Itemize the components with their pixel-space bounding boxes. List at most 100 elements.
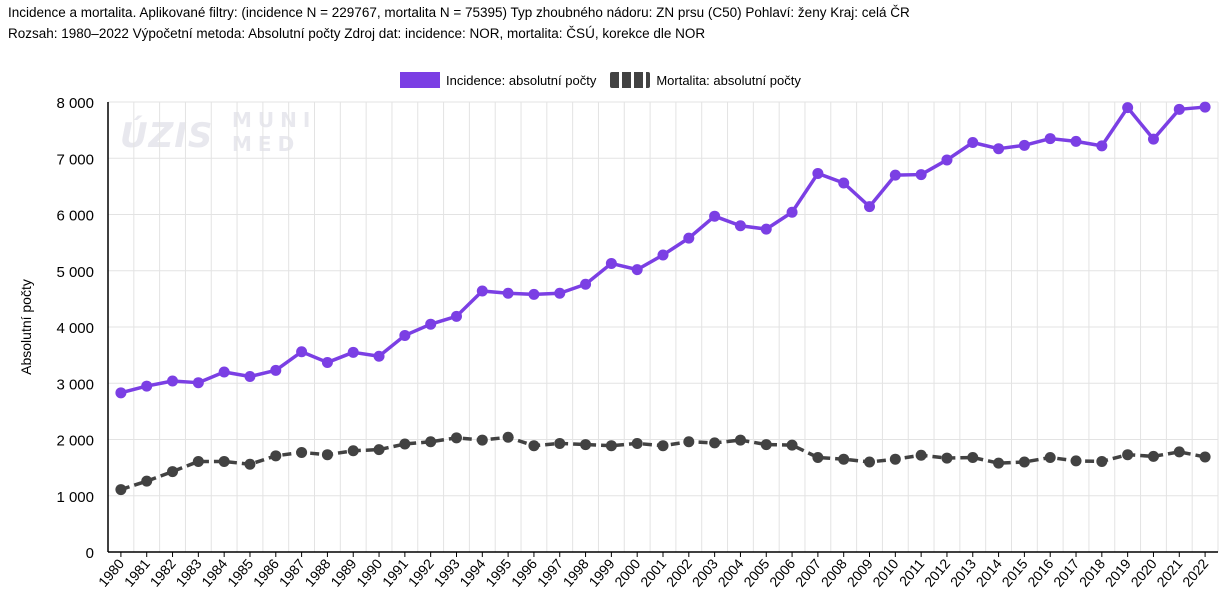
x-tick-label: 1987 <box>276 555 308 589</box>
data-point-mortality <box>993 457 1005 469</box>
data-point-incidence <box>373 350 385 362</box>
data-point-incidence <box>1096 140 1108 152</box>
x-tick-label: 1986 <box>250 555 282 589</box>
data-point-mortality <box>709 437 721 449</box>
data-point-mortality <box>554 437 566 449</box>
data-point-incidence <box>528 288 540 300</box>
data-point-incidence <box>838 177 850 189</box>
legend-item-incidence[interactable]: Incidence: absolutní počty <box>400 72 596 88</box>
y-tick-label: 2 000 <box>56 433 94 450</box>
data-point-mortality <box>786 439 798 451</box>
x-tick-label: 2014 <box>973 555 1005 589</box>
data-point-incidence <box>502 287 514 299</box>
data-point-mortality <box>321 449 333 461</box>
chart-header: Incidence a mortalita. Aplikované filtry… <box>8 2 910 44</box>
data-point-incidence <box>244 371 256 382</box>
data-point-incidence <box>786 206 798 218</box>
data-point-incidence <box>115 387 127 399</box>
data-point-mortality <box>760 439 772 451</box>
data-point-mortality <box>373 444 385 456</box>
data-point-incidence <box>218 366 230 378</box>
x-tick-label: 2019 <box>1102 555 1134 589</box>
x-tick-label: 2000 <box>611 555 643 589</box>
data-point-incidence <box>631 264 643 276</box>
y-tick-label: 1 000 <box>56 489 94 506</box>
data-point-incidence <box>889 169 901 181</box>
data-point-mortality <box>296 446 308 458</box>
data-point-mortality <box>425 436 437 448</box>
data-point-incidence <box>734 220 746 232</box>
data-point-mortality <box>1122 449 1134 461</box>
x-tick-label: 2017 <box>1050 555 1082 589</box>
x-tick-label: 1984 <box>198 555 230 589</box>
data-point-mortality <box>1147 450 1159 462</box>
x-tick-label: 2008 <box>818 555 850 589</box>
legend-mortality-label: Mortalita: absolutní počty <box>656 72 801 88</box>
x-tick-label: 1982 <box>147 555 179 589</box>
data-point-mortality <box>218 455 230 467</box>
header-range-line: Rozsah: 1980–2022 Výpočetní metoda: Abso… <box>8 26 706 41</box>
x-tick-label: 1992 <box>405 555 437 589</box>
chart-legend: Incidence: absolutní počty Mortalita: ab… <box>400 72 815 88</box>
data-point-incidence <box>1199 101 1211 113</box>
y-tick-label: 4 000 <box>56 320 94 337</box>
data-point-mortality <box>605 440 617 452</box>
data-point-mortality <box>915 449 927 461</box>
data-point-incidence <box>321 356 333 368</box>
x-tick-label: 2005 <box>740 555 772 589</box>
data-point-mortality <box>1096 455 1108 467</box>
data-point-incidence <box>1018 139 1030 151</box>
data-point-mortality <box>580 439 592 451</box>
x-tick-label: 2012 <box>921 555 953 589</box>
data-point-incidence <box>605 257 617 269</box>
x-tick-label: 2020 <box>1127 555 1159 589</box>
data-point-mortality <box>1044 452 1056 463</box>
legend-incidence-swatch <box>400 72 440 88</box>
data-point-incidence <box>450 310 462 322</box>
x-tick-label: 1995 <box>482 555 514 589</box>
data-point-incidence <box>270 364 282 376</box>
data-point-mortality <box>1199 451 1211 463</box>
data-point-mortality <box>528 440 540 452</box>
y-tick-label: 7 000 <box>56 151 94 168</box>
x-tick-label: 2003 <box>689 555 721 589</box>
x-tick-label: 1997 <box>534 555 566 589</box>
x-tick-label: 2009 <box>844 555 876 589</box>
data-point-mortality <box>1173 446 1185 458</box>
x-tick-label: 2006 <box>766 555 798 589</box>
x-tick-label: 1999 <box>585 555 617 589</box>
data-point-mortality <box>631 437 643 449</box>
x-tick-label: 1989 <box>327 555 359 589</box>
data-point-incidence <box>967 137 979 148</box>
data-point-incidence <box>1044 133 1056 145</box>
legend-item-mortality[interactable]: Mortalita: absolutní počty <box>610 72 801 88</box>
data-point-incidence <box>1173 103 1185 115</box>
data-point-incidence <box>141 380 153 392</box>
data-point-incidence <box>296 346 308 358</box>
watermark-uzis-logo: ÚZIS <box>120 116 214 156</box>
x-tick-label: 2011 <box>896 555 928 589</box>
data-point-mortality <box>502 431 514 443</box>
x-tick-label: 2018 <box>1076 555 1108 589</box>
data-point-incidence <box>760 223 772 235</box>
data-point-mortality <box>1018 456 1030 468</box>
data-point-mortality <box>167 466 179 478</box>
data-point-mortality <box>683 436 695 448</box>
x-tick-label: 1991 <box>379 555 411 589</box>
data-point-mortality <box>244 458 256 470</box>
data-point-incidence <box>1147 133 1159 145</box>
x-tick-label: 1996 <box>508 555 540 589</box>
data-point-mortality <box>838 453 850 465</box>
x-tick-label: 2015 <box>998 555 1030 589</box>
y-tick-label: 3 000 <box>56 376 94 393</box>
x-tick-label: 1980 <box>95 555 127 589</box>
data-point-mortality <box>347 445 359 457</box>
x-tick-label: 1981 <box>121 555 153 589</box>
data-point-mortality <box>141 475 153 487</box>
data-point-mortality <box>270 450 282 462</box>
data-point-mortality <box>812 452 824 463</box>
data-point-mortality <box>450 432 462 444</box>
x-tick-label: 2013 <box>947 555 979 589</box>
data-point-incidence <box>554 287 566 299</box>
